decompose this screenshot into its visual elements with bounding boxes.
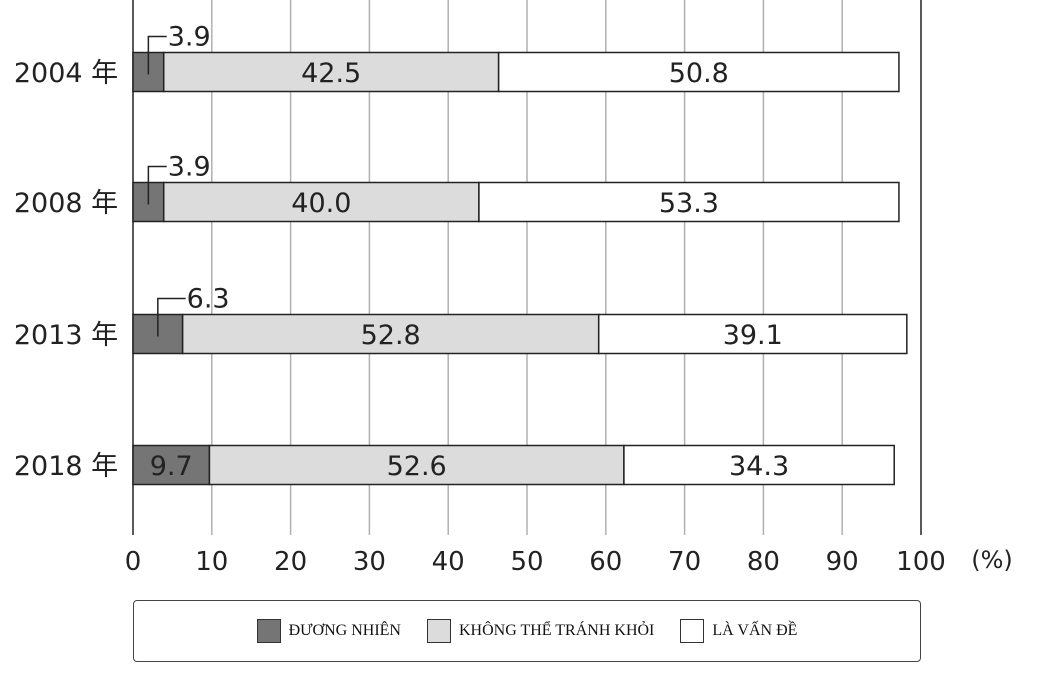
legend-swatch-khong-the-tranh-khoi [426, 619, 451, 643]
x-tick-label: 40 [432, 547, 465, 577]
data-label: 3.9 [168, 22, 211, 53]
data-label: 50.8 [669, 58, 729, 89]
callout-line [157, 297, 186, 337]
data-label: 40.0 [291, 188, 351, 219]
legend-label-khong-the-tranh-khoi: KHÔNG THỂ TRÁNH KHỎI [458, 622, 655, 639]
legend-item-la-van-de: LÀ VẤN ĐỀ [680, 619, 797, 643]
legend-swatch-duong-nhien [256, 619, 281, 643]
category-label: 2004 年 [14, 58, 118, 89]
data-label: 6.3 [187, 284, 230, 315]
bar-segment [132, 444, 211, 486]
x-tick-label: 70 [668, 547, 701, 577]
bar-segment [208, 444, 625, 486]
bar-segment [162, 51, 500, 93]
bar-segment [162, 181, 480, 223]
stacked-bar-chart: 0 10 20 30 40 50 60 70 80 90 100 (%) 2004 年 3.9 42.5 50… [14, 0, 1013, 577]
legend-item-duong-nhien: ĐƯƠNG NHIÊN [256, 619, 401, 643]
category-label: 2018 年 [14, 451, 118, 482]
bar-segment [478, 181, 900, 223]
callout-line [147, 165, 167, 205]
bar-segment [597, 313, 908, 355]
bar-segment [497, 51, 900, 93]
category-label: 2013 年 [14, 320, 118, 351]
x-tick-label: 0 [125, 547, 142, 577]
legend-label-duong-nhien: ĐƯƠNG NHIÊN [288, 622, 401, 639]
x-tick-label: 30 [353, 547, 386, 577]
x-tick-label: 80 [747, 547, 780, 577]
category-label: 2008 年 [14, 188, 118, 219]
legend-item-khong-the-tranh-khoi: KHÔNG THỂ TRÁNH KHỎI [426, 619, 655, 643]
legend-label-la-van-de: LÀ VẤN ĐỀ [712, 622, 798, 639]
data-label: 34.3 [729, 451, 789, 482]
bar-segment [181, 313, 600, 355]
data-label: 52.8 [361, 320, 421, 351]
x-tick-label: 50 [510, 547, 543, 577]
data-label: 53.3 [659, 188, 719, 219]
x-tick-label: 60 [589, 547, 622, 577]
data-label: 9.7 [150, 451, 193, 482]
data-label: 52.6 [387, 451, 447, 482]
data-label: 42.5 [301, 58, 361, 89]
data-label: 3.9 [168, 152, 211, 183]
legend-swatch-la-van-de [680, 619, 705, 643]
x-tick-label: 100 [896, 547, 946, 577]
x-tick-label: 90 [826, 547, 859, 577]
bar-segment [623, 444, 895, 486]
unit-label: (%) [971, 546, 1013, 574]
callout-line [147, 35, 167, 75]
x-tick-label: 20 [274, 547, 307, 577]
data-label: 39.1 [723, 320, 783, 351]
x-tick-label: 10 [195, 547, 228, 577]
legend: ĐƯƠNG NHIÊN KHÔNG THỂ TRÁNH KHỎI LÀ VẤN … [133, 600, 921, 662]
